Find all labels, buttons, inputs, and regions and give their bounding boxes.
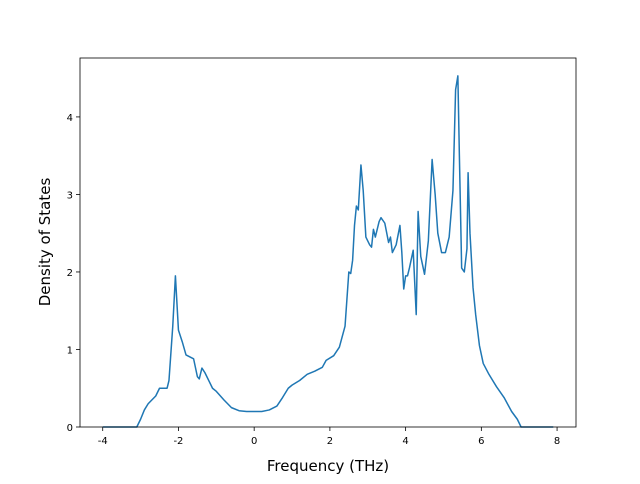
y-tick-label: 2 (67, 268, 73, 279)
x-tick-label: -2 (173, 436, 183, 447)
x-tick-label: 0 (251, 436, 257, 447)
x-tick-label: 6 (478, 436, 484, 447)
y-tick-label: 1 (67, 345, 73, 356)
x-tick-label: -4 (98, 436, 108, 447)
x-tick-label: 4 (402, 436, 408, 447)
x-tick-label: 2 (327, 436, 333, 447)
x-tick-label: 8 (554, 436, 560, 447)
x-axis-label: Frequency (THz) (267, 457, 389, 475)
y-tick-label: 3 (67, 190, 73, 201)
y-tick-label: 0 (67, 423, 73, 434)
line (102, 75, 554, 428)
plot-frame (79, 57, 577, 428)
y-tick-label: 4 (67, 113, 73, 124)
y-axis-label: Density of States (36, 178, 54, 307)
